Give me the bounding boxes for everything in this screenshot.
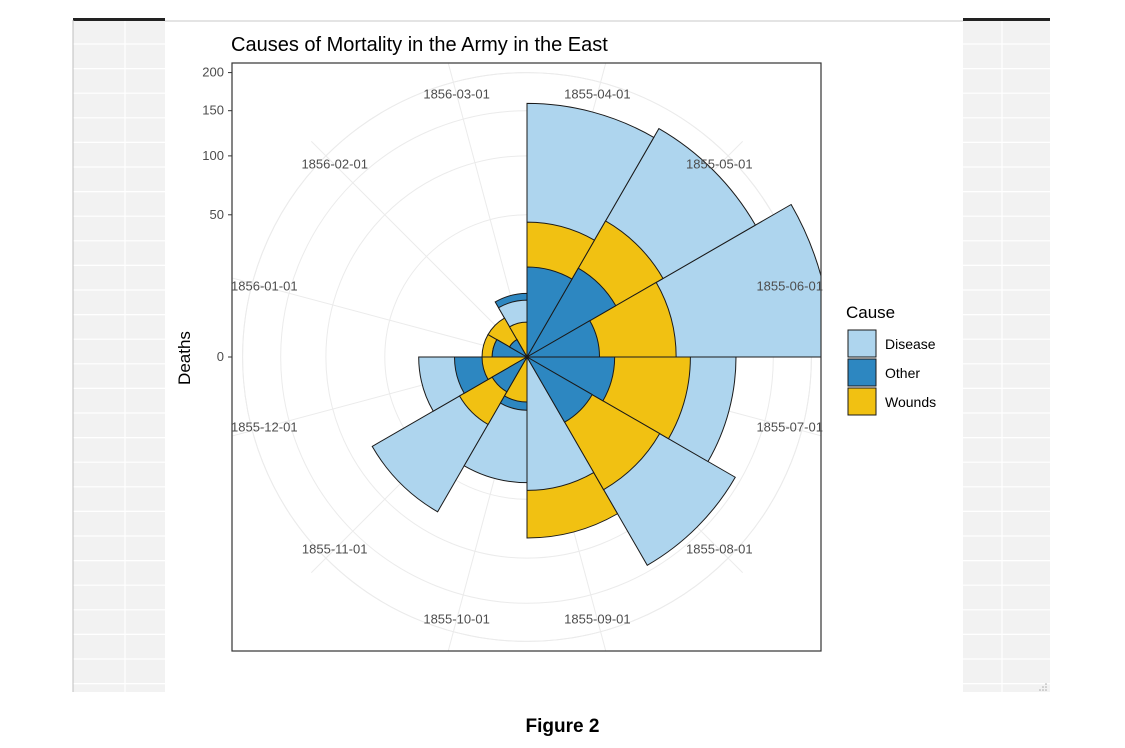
resize-grip-icon[interactable] <box>1039 683 1047 691</box>
y-tick-label: 100 <box>202 148 224 163</box>
right-header-edge <box>963 18 1050 21</box>
legend-swatch-wounds <box>847 387 877 416</box>
y-tick-label: 200 <box>202 65 224 80</box>
cell-gridlines <box>73 20 1050 692</box>
wedge-wounds-1855-10-01 <box>503 355 528 403</box>
wedge-wounds-1856-03-01 <box>508 321 528 359</box>
legend-title: Cause <box>846 303 895 322</box>
legend-items: Disease Other Wounds <box>847 329 936 416</box>
legend-swatch-other <box>847 358 877 387</box>
y-tick-label: 150 <box>202 103 224 118</box>
wedge-disease-1855-09-01 <box>526 355 595 491</box>
month-label: 1856-02-01 <box>301 157 368 172</box>
wedge-other-1855-05-01 <box>525 267 617 359</box>
month-label: 1855-11-01 <box>302 541 368 556</box>
wedge-other-1855-04-01 <box>526 266 573 359</box>
legend-label-other: Other <box>885 365 920 381</box>
y-tick-label: 0 <box>217 349 224 364</box>
figure-caption: Figure 2 <box>525 716 600 737</box>
wedge-other-1856-02-01 <box>508 338 529 359</box>
month-label: 1855-09-01 <box>564 612 631 627</box>
wedge-other-1855-08-01 <box>525 355 593 423</box>
spreadsheet-background <box>72 18 1050 692</box>
legend-swatch-disease <box>847 329 877 358</box>
legend-label-disease: Disease <box>885 336 936 352</box>
month-label: 1855-12-01 <box>231 419 298 434</box>
month-label: 1855-10-01 <box>423 612 490 627</box>
wedge-other-1856-01-01 <box>491 338 529 358</box>
left-header-edge <box>73 18 165 21</box>
month-label: 1856-03-01 <box>423 86 490 101</box>
chart-title: Causes of Mortality in the Army in the E… <box>231 34 608 56</box>
left-cells <box>73 20 165 692</box>
month-label: 1855-05-01 <box>686 157 753 172</box>
y-axis-label: Deaths <box>175 331 194 385</box>
legend-label-wounds: Wounds <box>885 394 936 410</box>
wedge-other-1855-11-01 <box>491 355 529 393</box>
month-label: 1855-07-01 <box>756 419 823 434</box>
month-labels: 1855-04-01 1855-05-01 1855-06-01 1855-07-01… <box>231 86 823 626</box>
month-label: 1855-04-01 <box>564 86 631 101</box>
rose-wedges <box>371 102 821 566</box>
grid-spoke <box>310 140 528 358</box>
wedge-other-1855-06-01 <box>525 320 601 358</box>
wedge-other-1855-07-01 <box>525 356 616 402</box>
month-label: 1856-01-01 <box>231 279 298 294</box>
month-label: 1855-08-01 <box>686 541 753 556</box>
plot-panel-border <box>231 62 822 652</box>
y-axis-ticks: 0 50 100 150 200 <box>202 65 232 364</box>
month-label: 1855-06-01 <box>756 279 823 294</box>
legend: Cause Disease Other Wounds <box>846 303 936 416</box>
grid-spoke <box>232 277 528 358</box>
y-tick-label: 50 <box>210 207 224 222</box>
right-cells <box>963 20 1050 692</box>
